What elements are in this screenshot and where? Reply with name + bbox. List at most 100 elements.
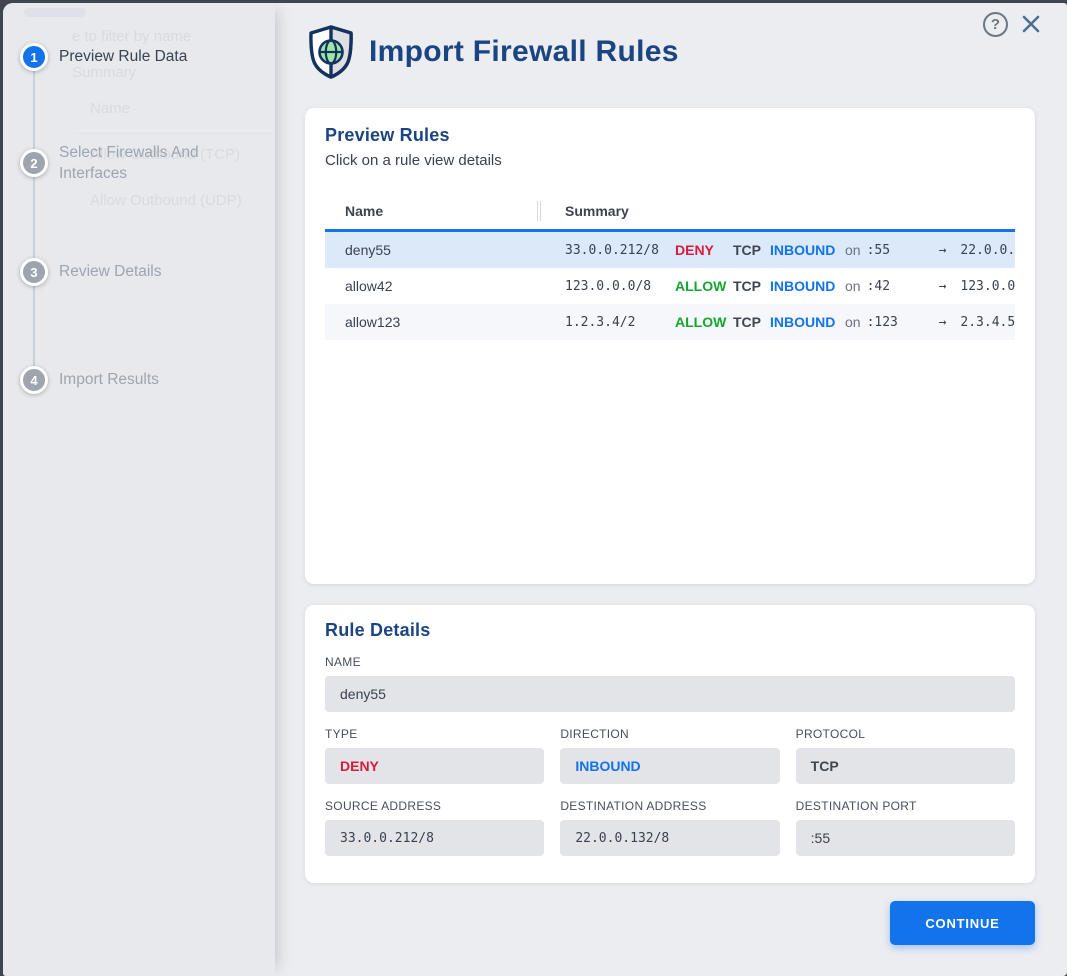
direction-value-text: INBOUND — [575, 758, 641, 774]
import-firewall-rules-modal: e to filter by name Summary Name Allow O… — [3, 3, 1067, 976]
shield-globe-icon — [309, 25, 353, 79]
rule-summary-cell: 123.0.0.0/8 ALLOW TCP INBOUND on :42 → 1… — [565, 278, 1015, 294]
step-1-label: Preview Rule Data — [59, 48, 188, 65]
ghost-allow-udp-text: Allow Outbound (UDP) — [90, 192, 242, 209]
step-3-circle[interactable]: 3 — [20, 258, 48, 286]
summary-destination: 22.0.0.132/8 — [960, 242, 1015, 258]
step-2-label: Select Firewalls And Interfaces — [59, 144, 199, 182]
summary-on-word: on — [845, 278, 861, 294]
preview-rules-card: Preview Rules Click on a rule view detai… — [305, 108, 1035, 584]
stepper-sidebar: e to filter by name Summary Name Allow O… — [3, 3, 275, 976]
summary-direction: INBOUND — [770, 242, 836, 258]
rule-details-card: Rule Details NAME deny55 TYPE DENY DIREC… — [305, 605, 1035, 883]
source-address-field: SOURCE ADDRESS 33.0.0.212/8 — [325, 799, 545, 856]
page-title: Import Firewall Rules — [369, 35, 679, 68]
summary-protocol: TCP — [733, 314, 761, 330]
name-field-value: deny55 — [325, 676, 1015, 712]
summary-on-word: on — [845, 314, 861, 330]
column-header-summary[interactable]: Summary — [565, 203, 629, 219]
preview-rules-title: Preview Rules — [325, 125, 450, 145]
column-header-name[interactable]: Name — [345, 203, 384, 219]
summary-destination: 2.3.4.5/ — [960, 314, 1015, 330]
ghost-filter-text: e to filter by name — [72, 28, 192, 45]
table-row-deny55[interactable]: deny55 33.0.0.212/8 DENY TCP INBOUND on … — [325, 229, 1015, 268]
step-4-label: Import Results — [59, 371, 159, 388]
name-field: NAME deny55 — [325, 655, 1015, 712]
source-address-text: 33.0.0.212/8 — [340, 830, 434, 846]
column-resize-handle[interactable] — [537, 201, 541, 221]
destination-port-value: :55 — [795, 820, 1015, 856]
stepper-connector-line — [33, 57, 35, 380]
protocol-field-value: TCP — [795, 748, 1015, 784]
summary-protocol: TCP — [733, 278, 761, 294]
preview-rules-subtitle: Click on a rule view details — [325, 152, 502, 169]
detail-fields-grid: TYPE DENY DIRECTION INBOUND PROTOCOL TCP… — [325, 727, 1015, 856]
name-value-text: deny55 — [340, 686, 386, 702]
step-1-circle[interactable]: 1 — [20, 43, 48, 71]
source-address-label: SOURCE ADDRESS — [325, 799, 442, 813]
summary-source: 123.0.0.0/8 — [565, 278, 652, 294]
step-3-label: Review Details — [59, 263, 162, 280]
source-address-value: 33.0.0.212/8 — [325, 820, 545, 856]
summary-action: DENY — [675, 242, 714, 258]
table-header-row: Name Summary — [325, 193, 1015, 229]
summary-action: ALLOW — [675, 278, 727, 294]
destination-port-label: DESTINATION PORT — [795, 799, 917, 813]
direction-field-value: INBOUND — [560, 748, 780, 784]
destination-address-label: DESTINATION ADDRESS — [560, 799, 707, 813]
destination-address-field: DESTINATION ADDRESS 22.0.0.132/8 — [560, 799, 780, 856]
protocol-value-text: TCP — [810, 758, 839, 774]
continue-button[interactable]: CONTINUE — [890, 901, 1035, 945]
step-4-number: 4 — [30, 372, 38, 388]
summary-port: :123 — [866, 314, 898, 330]
summary-arrow: → — [938, 278, 947, 294]
rule-summary-cell: 1.2.3.4/2 ALLOW TCP INBOUND on :123 → 2.… — [565, 314, 1015, 330]
table-row-allow123[interactable]: allow123 1.2.3.4/2 ALLOW TCP INBOUND on … — [325, 304, 1015, 340]
window-controls: ? — [983, 11, 1044, 37]
rule-name-cell: allow123 — [345, 314, 401, 330]
name-field-label: NAME — [325, 655, 361, 669]
table-row-allow42[interactable]: allow42 123.0.0.0/8 ALLOW TCP INBOUND on… — [325, 268, 1015, 304]
rule-name-cell: deny55 — [345, 242, 391, 258]
destination-port-text: :55 — [810, 830, 831, 846]
summary-port: :55 — [866, 242, 891, 258]
rule-name-cell: allow42 — [345, 278, 393, 294]
close-icon[interactable] — [1018, 11, 1044, 37]
type-field: TYPE DENY — [325, 727, 545, 784]
rule-summary-cell: 33.0.0.212/8 DENY TCP INBOUND on :55 → 2… — [565, 242, 1015, 258]
summary-direction: INBOUND — [770, 278, 836, 294]
summary-arrow: → — [938, 314, 947, 330]
protocol-field: PROTOCOL TCP — [795, 727, 1015, 784]
protocol-field-label: PROTOCOL — [795, 727, 866, 741]
help-glyph: ? — [990, 15, 1001, 33]
direction-field-label: DIRECTION — [560, 727, 630, 741]
summary-source: 33.0.0.212/8 — [565, 242, 659, 258]
direction-field: DIRECTION INBOUND — [560, 727, 780, 784]
type-field-label: TYPE — [325, 727, 358, 741]
summary-direction: INBOUND — [770, 314, 836, 330]
step-1-number: 1 — [30, 49, 38, 65]
summary-destination: 123.0.0.0 — [960, 278, 1015, 294]
step-4-circle[interactable]: 4 — [20, 366, 48, 394]
type-field-value: DENY — [325, 748, 545, 784]
summary-port: :42 — [866, 278, 891, 294]
step-2-circle[interactable]: 2 — [20, 149, 48, 177]
step-3-number: 3 — [30, 264, 38, 280]
rules-table: Name Summary deny55 33.0.0.212/8 DENY TC… — [325, 193, 1015, 340]
summary-arrow: → — [938, 242, 947, 258]
ghost-divider — [75, 133, 275, 134]
summary-on-word: on — [845, 242, 861, 258]
summary-source: 1.2.3.4/2 — [565, 314, 636, 330]
help-icon[interactable]: ? — [983, 11, 1008, 37]
rule-details-title: Rule Details — [325, 620, 431, 640]
type-value-text: DENY — [340, 758, 379, 774]
modal-header: Import Firewall Rules — [307, 25, 679, 79]
destination-port-field: DESTINATION PORT :55 — [795, 799, 1015, 856]
destination-address-value: 22.0.0.132/8 — [560, 820, 780, 856]
summary-protocol: TCP — [733, 242, 761, 258]
step-2-number: 2 — [30, 155, 38, 171]
summary-action: ALLOW — [675, 314, 727, 330]
destination-address-text: 22.0.0.132/8 — [575, 830, 670, 846]
ghost-chip — [24, 8, 86, 17]
ghost-name-text: Name — [90, 100, 131, 117]
